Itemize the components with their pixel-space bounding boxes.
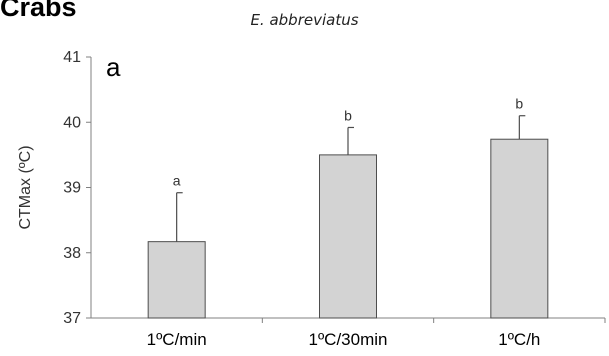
panel-label: a xyxy=(106,52,121,82)
figure-heading: Crabs xyxy=(0,0,77,22)
chart-title: E. abbreviatus xyxy=(250,11,359,29)
significance-label: b xyxy=(515,96,523,112)
significance-label: a xyxy=(173,173,181,189)
y-axis-label: CTMax (ºC) xyxy=(17,145,34,229)
x-tick-label: 1ºC/min xyxy=(147,330,207,349)
y-tick-label: 39 xyxy=(63,180,81,197)
bar xyxy=(490,138,549,319)
bar xyxy=(319,154,377,319)
significance-label: b xyxy=(344,107,352,123)
y-tick-label: 41 xyxy=(63,49,81,66)
x-tick-label: 1ºC/h xyxy=(498,330,540,349)
y-tick-label: 37 xyxy=(63,310,81,327)
y-tick-label: 40 xyxy=(63,114,81,131)
y-tick-label: 38 xyxy=(63,245,81,262)
x-tick-label: 1ºC/30min xyxy=(309,330,388,349)
bar xyxy=(147,241,206,319)
